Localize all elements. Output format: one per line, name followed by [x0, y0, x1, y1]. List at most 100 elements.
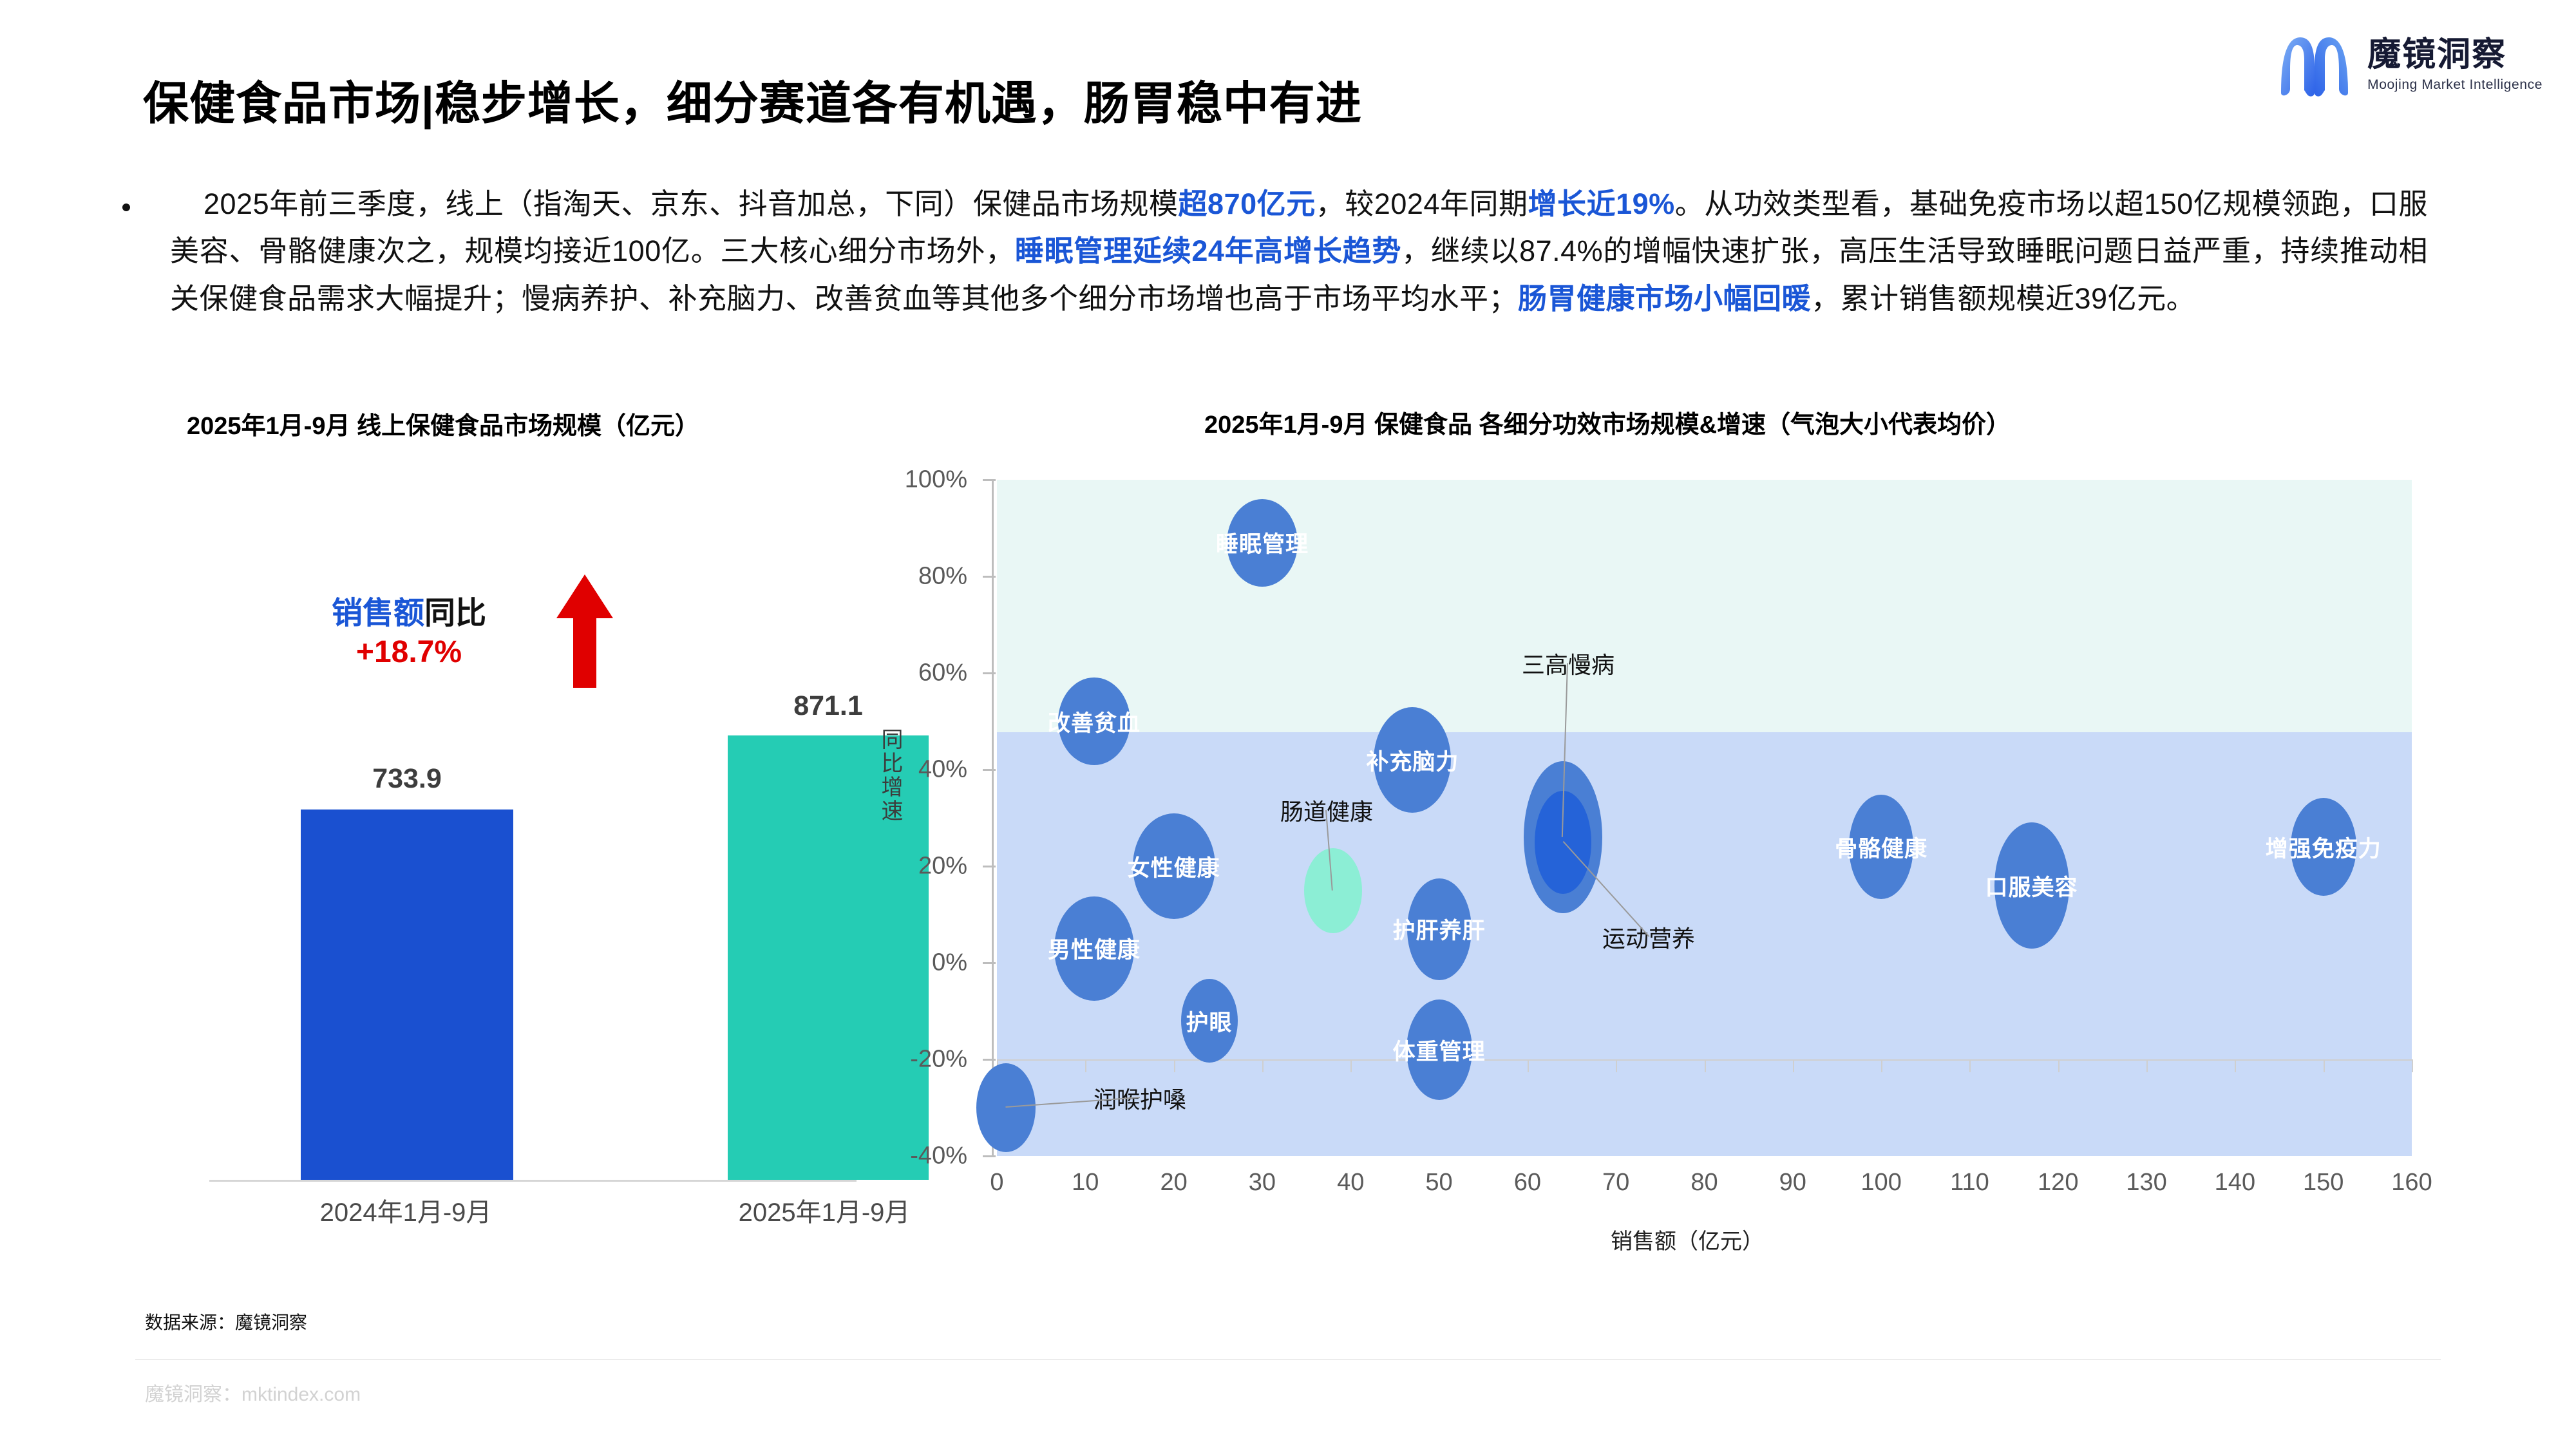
- bubble-口服美容[interactable]: 口服美容: [1985, 822, 2078, 949]
- x-axis-tick: [2058, 1059, 2060, 1072]
- watermark: 魔镜洞察：mktindex.com: [145, 1384, 361, 1405]
- para-highlight-3: 睡眠管理延续24年高增长趋势: [1014, 234, 1402, 268]
- bubble-改善贫血[interactable]: 改善贫血: [1048, 677, 1140, 765]
- bubble-男性健康[interactable]: 男性健康: [1048, 896, 1140, 1001]
- bubble-女性健康[interactable]: 女性健康: [1128, 813, 1220, 919]
- x-axis-tick-label: 40: [1337, 1169, 1365, 1196]
- bubble-label: 骨骼健康: [1835, 836, 1928, 862]
- bar-2024: [301, 810, 513, 1180]
- x-axis-tick: [1881, 1059, 1883, 1072]
- x-axis-tick-label: 120: [2038, 1169, 2079, 1196]
- up-arrow-icon: [556, 574, 613, 688]
- bubble-chart-y-axis-title: 同比增速: [878, 728, 902, 823]
- bubble-label: 增强免疫力: [2265, 836, 2382, 862]
- x-axis-tick: [1350, 1059, 1352, 1072]
- bubble-label: 改善贫血: [1048, 710, 1141, 736]
- x-axis-tick: [2146, 1059, 2148, 1072]
- page-title: 保健食品市场|稳步增长，细分赛道各有机遇，肠胃稳中有进: [143, 79, 1362, 129]
- bubble-肠道健康[interactable]: [1303, 848, 1362, 933]
- y-axis-tick: [983, 479, 996, 481]
- para-seg-2: ，较2024年同期: [1315, 187, 1528, 220]
- y-axis-tick: [983, 1059, 996, 1061]
- bubble-润喉护嗓[interactable]: [976, 1063, 1036, 1152]
- growth-band-low: [997, 732, 2412, 1156]
- bullet-icon: [122, 204, 130, 211]
- bar-category-2025: 2025年1月-9月: [738, 1198, 911, 1227]
- kpi-text: 销售额同比 +18.7%: [270, 594, 547, 672]
- bubble-callout-运动营养: 运动营养: [1602, 925, 1696, 952]
- y-axis-tick: [983, 866, 996, 867]
- bubble-补充脑力[interactable]: 补充脑力: [1366, 707, 1458, 813]
- bar-chart: 733.9 871.1 2024年1月-9月 2025年1月-9月: [148, 451, 929, 1227]
- bar-chart-baseline: [209, 1180, 857, 1182]
- y-axis-tick-label: 60%: [918, 659, 967, 687]
- y-axis-tick-label: -20%: [910, 1045, 967, 1073]
- bar-2025: [728, 735, 929, 1180]
- y-axis-tick-label: 80%: [918, 562, 967, 590]
- bubble-睡眠管理[interactable]: 睡眠管理: [1216, 498, 1308, 587]
- x-axis-tick: [1262, 1059, 1264, 1072]
- x-axis-tick-label: 70: [1602, 1169, 1630, 1196]
- bubble-label: 补充脑力: [1366, 749, 1459, 775]
- para-seg-3: 。从功效类型看，基础免疫市场以超150亿规模领跑，口服美容、骨骼健康次之，规模均…: [170, 187, 2428, 268]
- bubble-护肝养肝[interactable]: 护肝养肝: [1393, 878, 1485, 980]
- brand-logo: 魔镜洞察 Moojing Market Intelligence: [2276, 30, 2543, 100]
- x-axis-tick: [1527, 1059, 1529, 1072]
- kpi-value: +18.7%: [355, 634, 462, 669]
- bubble-chart: 同比增速 100% 80% 60% 40% 20% 0% -20% -40% 0 10 20 30 4…: [863, 451, 2512, 1255]
- kpi-callout: 销售额同比 +18.7%: [270, 573, 670, 692]
- data-source-note: 数据来源：魔镜洞察: [145, 1312, 308, 1332]
- x-axis-tick: [1704, 1059, 1706, 1072]
- growth-band-high: [997, 480, 2412, 732]
- x-axis-tick: [2235, 1059, 2237, 1072]
- x-axis-tick-label: 130: [2126, 1169, 2167, 1196]
- bubble-label: 体重管理: [1392, 1039, 1486, 1065]
- x-axis-tick-label: 100: [1861, 1169, 1902, 1196]
- x-axis-tick-label: 160: [2391, 1169, 2432, 1196]
- x-axis-tick-label: 10: [1072, 1169, 1099, 1196]
- summary-paragraph-block: 2025年前三季度，线上（指淘天、京东、抖音加总，下同）保健品市场规模超870亿…: [122, 180, 2428, 322]
- x-axis-tick-label: 50: [1425, 1169, 1453, 1196]
- bubble-chart-title: 2025年1月-9月 保健食品 各细分功效市场规模&增速（气泡大小代表均价）: [1204, 412, 2011, 439]
- y-axis-tick-label: 0%: [932, 949, 967, 976]
- bubble-chart-plot-area: [997, 480, 2412, 1156]
- y-axis-tick: [983, 962, 996, 964]
- summary-paragraph: 2025年前三季度，线上（指淘天、京东、抖音加总，下同）保健品市场规模超870亿…: [170, 180, 2428, 322]
- logo-en-text: Moojing Market Intelligence: [2367, 77, 2543, 92]
- footer-divider: [135, 1359, 2441, 1360]
- x-axis-tick-label: 60: [1513, 1169, 1542, 1196]
- y-axis-tick: [983, 672, 996, 674]
- logo-cn-text: 魔镜洞察: [2367, 36, 2507, 74]
- x-axis-tick: [1173, 1059, 1175, 1072]
- bubble-护眼[interactable]: 护眼: [1180, 979, 1238, 1063]
- bubble-label: 护眼: [1186, 1010, 1233, 1036]
- x-axis-tick-label: 30: [1248, 1169, 1276, 1196]
- kpi-label-black: 同比: [424, 596, 487, 630]
- x-axis-tick: [2323, 1059, 2325, 1072]
- bubble-callout-润喉护嗓: 润喉护嗓: [1093, 1086, 1187, 1113]
- x-axis-tick: [1969, 1059, 1971, 1072]
- y-axis-tick-label: 40%: [918, 755, 967, 783]
- y-axis-tick-label: 20%: [918, 852, 967, 880]
- kpi-label-blue: 销售额: [331, 596, 424, 630]
- kpi-label-line: 销售额同比: [270, 594, 547, 633]
- bar-category-2024: 2024年1月-9月: [319, 1198, 492, 1227]
- y-axis-tick-label: -40%: [910, 1142, 967, 1170]
- x-axis-tick-label: 150: [2302, 1169, 2344, 1196]
- x-axis-tick-label: 90: [1779, 1169, 1806, 1196]
- y-axis-tick: [983, 576, 996, 578]
- bar-chart-title: 2025年1月-9月 线上保健食品市场规模（亿元）: [187, 413, 700, 440]
- bubble-label: 女性健康: [1127, 855, 1220, 881]
- x-axis-tick: [1616, 1059, 1618, 1072]
- x-axis-tick: [2412, 1059, 2413, 1072]
- bubble-增强免疫力[interactable]: 增强免疫力: [2266, 798, 2381, 896]
- bubble-骨骼健康[interactable]: 骨骼健康: [1835, 795, 1927, 899]
- para-highlight-4: 肠胃健康市场小幅回暖: [1518, 281, 1812, 315]
- x-axis-tick-label: 0: [990, 1169, 1004, 1196]
- bubble-label: 男性健康: [1048, 938, 1141, 963]
- bubble-chart-y-axis-line: [992, 480, 994, 1156]
- bubble-label: 口服美容: [1985, 875, 2078, 900]
- bubble-体重管理[interactable]: 体重管理: [1393, 999, 1485, 1100]
- y-axis-tick-label: 100%: [904, 466, 967, 493]
